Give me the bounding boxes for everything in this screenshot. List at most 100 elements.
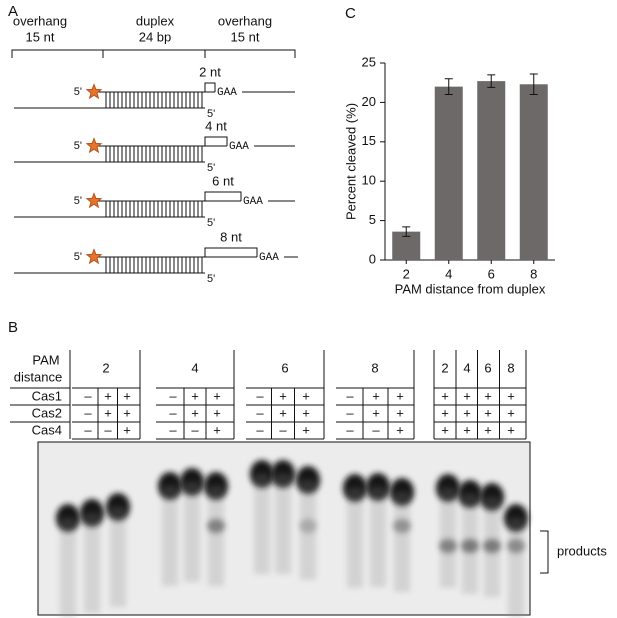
lane-sign: – [84,405,92,420]
lane-sign: – [104,422,112,437]
lane-sign: + [441,422,449,437]
panel-label: C [345,5,356,22]
lane-sign: – [84,422,92,437]
lane-sign: + [484,422,492,437]
lane-sign: – [84,388,92,403]
lane-sign: + [213,422,221,437]
gel-smear [275,474,291,574]
gel-smear [184,482,200,582]
y-tick-label: 20 [362,94,376,109]
gel-smear [110,507,126,607]
spacing-label: 2 nt [199,64,221,79]
five-prime: 5' [74,195,82,207]
lane-sign: + [372,405,380,420]
lane-sign: + [302,422,310,437]
row-label: Cas4 [32,422,62,437]
spacer-bracket [204,191,242,201]
label-star [85,83,103,100]
lane-sign: + [396,422,404,437]
bar [519,84,548,260]
lane-sign: + [302,405,310,420]
error-bar [444,78,453,96]
lane-sign: + [104,405,112,420]
y-tick-label: 0 [369,251,376,266]
lane-sign: + [104,388,112,403]
segment-length: 15 nt [231,29,260,44]
label-star [85,137,103,154]
product-band [439,539,457,553]
pam-label: GAA [259,252,279,264]
pam-distance: 4 [463,360,470,375]
error-bar [529,73,538,96]
row-label: PAM [32,352,59,367]
product-band [507,539,525,553]
pam-label: GAA [229,141,249,153]
gel-smear [84,513,100,613]
lane-sign: – [169,405,177,420]
five-prime: 5' [207,217,215,229]
products-bracket [540,530,549,574]
five-prime: 5' [74,86,82,98]
x-tick-label: 4 [445,266,452,281]
segment-length: 15 nt [26,29,55,44]
lane-sign: + [463,388,471,403]
product-band [207,519,225,533]
row-label: Cas2 [32,405,62,420]
pam-label: GAA [217,87,237,99]
segment-length: 24 bp [139,29,172,44]
product-band [393,519,411,533]
lane-sign: – [169,422,177,437]
pam-distance: 4 [191,360,198,375]
gel-smear [440,488,456,588]
y-tick-label: 15 [362,133,376,148]
gel-smear [162,486,178,586]
pam-distance: 2 [441,360,448,375]
panel-label: B [8,319,18,336]
lane-sign: + [123,388,131,403]
lane-sign: + [191,388,199,403]
spacing-label: 4 nt [205,118,227,133]
error-bar [402,226,411,237]
x-axis-label: PAM distance from duplex [395,281,546,296]
lane-sign: + [372,388,380,403]
lane-sign: + [396,405,404,420]
pam-distance: 2 [102,360,109,375]
lane-sign: + [191,405,199,420]
five-prime: 5' [74,140,82,152]
lane-sign: – [256,422,264,437]
gel-smear [370,487,386,587]
lane-sign: + [441,405,449,420]
y-axis-label: Percent cleaved (%) [343,103,358,220]
x-tick-label: 2 [403,266,410,281]
lane-sign: + [213,388,221,403]
gel-smear [347,488,363,588]
lane-sign: + [396,388,404,403]
lane-sign: – [256,388,264,403]
pam-distance: 6 [484,360,491,375]
segment-bracket [11,49,296,58]
lane-sign: – [372,422,380,437]
segment-name: duplex [136,13,175,28]
gel-smear [394,492,410,592]
pam-distance: 6 [281,360,288,375]
product-band [299,519,317,533]
lane-sign: – [346,422,354,437]
lane-sign: + [484,405,492,420]
y-tick-label: 5 [369,212,376,227]
lane-sign: + [507,388,515,403]
segment-name: overhang [218,13,272,28]
spacer-bracket [204,247,258,257]
five-prime: 5' [207,108,215,120]
segment-name: overhang [13,13,67,28]
spacer-bracket [204,136,228,146]
lane-sign: + [463,422,471,437]
pam-label: GAA [243,196,263,208]
error-bar [487,74,496,88]
lane-sign: – [256,405,264,420]
panel-label: A [8,3,18,20]
lane-sign: + [507,405,515,420]
lane-sign: + [279,405,287,420]
gel-smear [60,518,76,618]
lane-sign: + [302,388,310,403]
